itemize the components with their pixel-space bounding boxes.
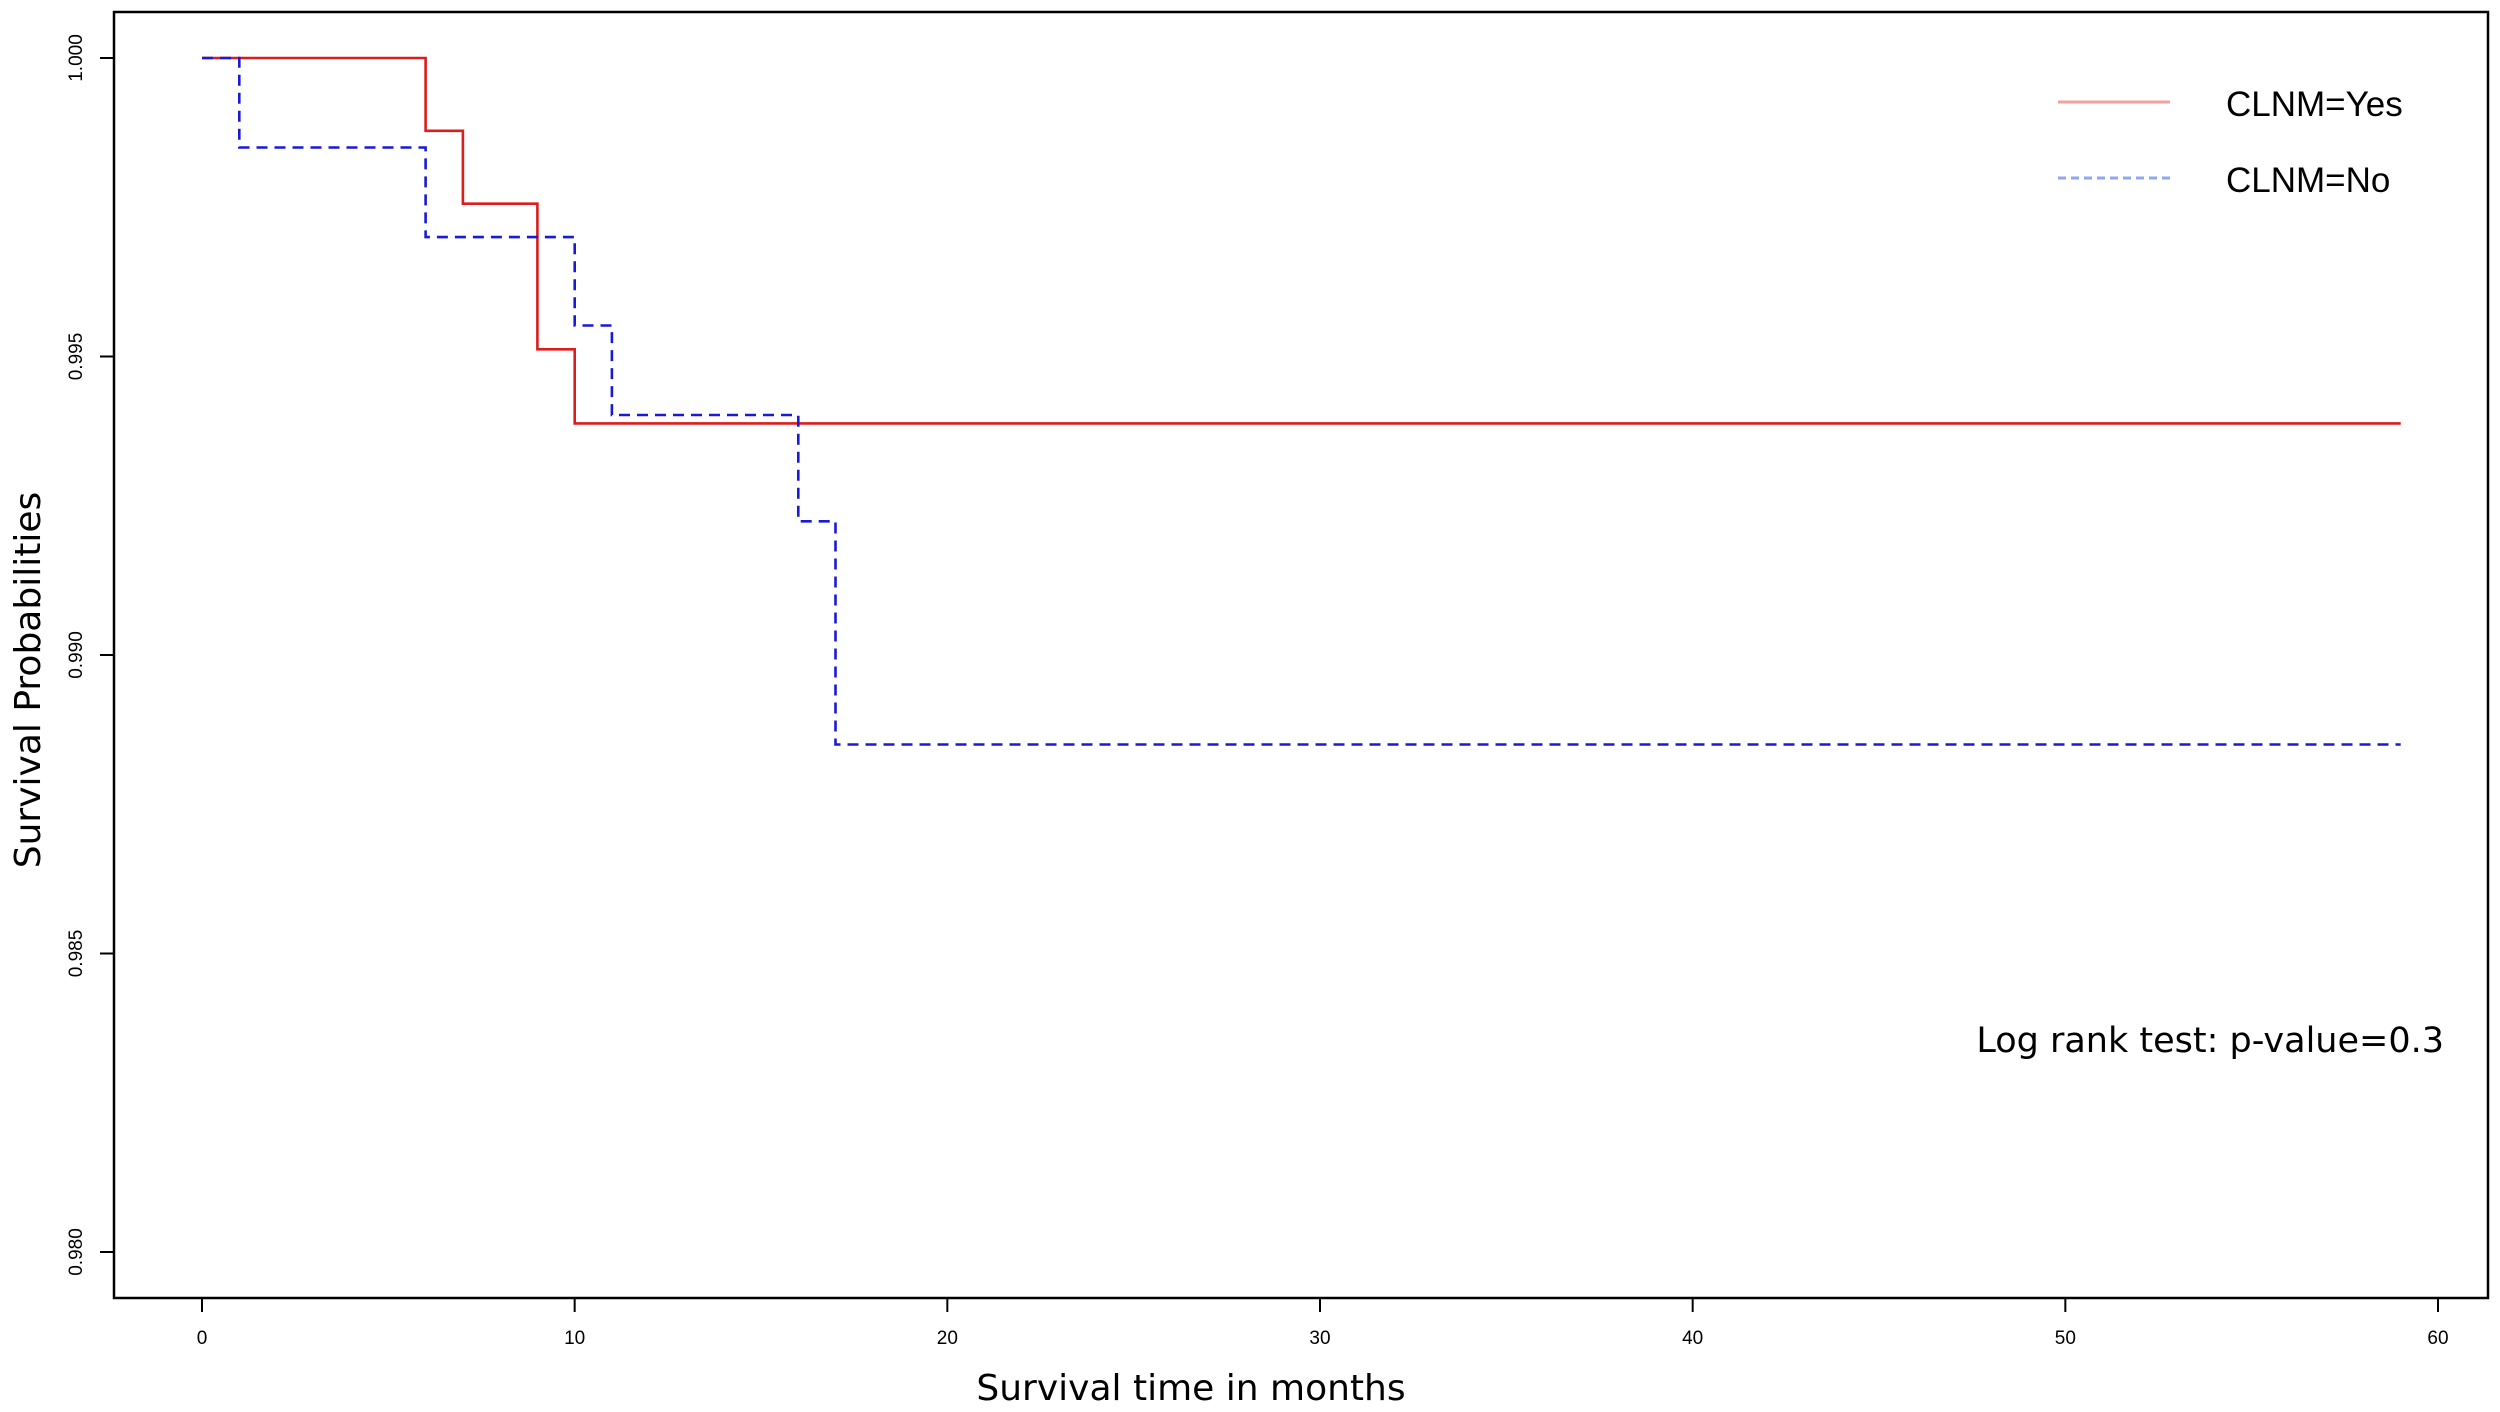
- y-tick-label: 0.990: [66, 631, 87, 679]
- x-tick-label: 50: [2055, 1328, 2076, 1349]
- x-axis-title: Survival time in months: [976, 1368, 1405, 1409]
- y-tick-label: 0.985: [66, 930, 87, 978]
- x-tick-label: 30: [1309, 1328, 1330, 1349]
- series-layer: [202, 56, 2401, 746]
- log-rank-annotation: Log rank test: p-value=0.3: [1976, 1021, 2444, 1061]
- y-tick-label: 0.980: [66, 1228, 87, 1276]
- y-tick-label: 1.000: [66, 34, 87, 82]
- y-axis-title: Survival Probabilities: [8, 492, 49, 869]
- x-tick-label: 20: [937, 1328, 958, 1349]
- legend-label-clnm-yes: CLNM=Yes: [2226, 85, 2403, 124]
- y-tick-label: 0.995: [66, 333, 87, 381]
- x-axis: 0 10 20 30 40 50 60: [197, 1298, 2449, 1349]
- series-line-clnm-yes: [202, 56, 2401, 425]
- legend-label-clnm-no: CLNM=No: [2226, 161, 2390, 200]
- x-tick-label: 60: [2427, 1328, 2448, 1349]
- legend: CLNM=Yes CLNM=No: [2058, 85, 2403, 200]
- x-tick-label: 40: [1682, 1328, 1703, 1349]
- x-tick-label: 0: [197, 1328, 208, 1349]
- y-axis: 0.980 0.985 0.990 0.995 1.000: [66, 34, 114, 1276]
- series-line-clnm-no: [202, 56, 2401, 746]
- x-tick-label: 10: [564, 1328, 585, 1349]
